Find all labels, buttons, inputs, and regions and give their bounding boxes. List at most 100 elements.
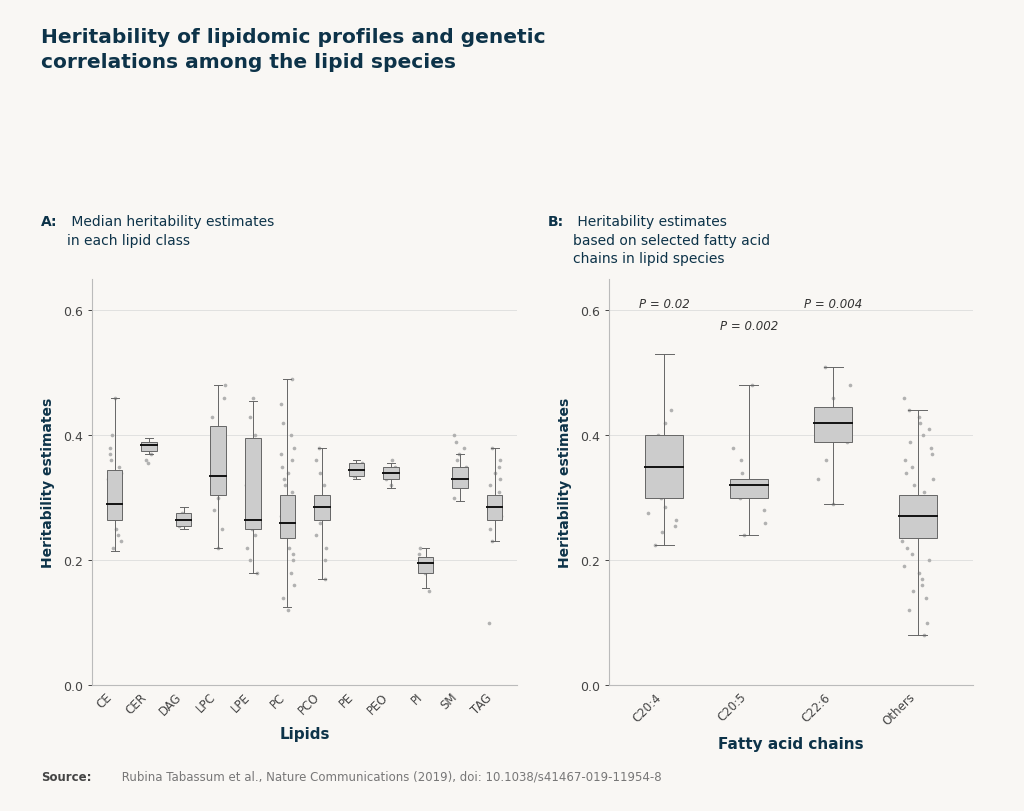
Text: Median heritability estimates
in each lipid class: Median heritability estimates in each li… [67,215,273,247]
Point [273,523,290,536]
Point [914,498,931,511]
Point [216,392,232,405]
Point [384,454,400,467]
Point [311,517,328,530]
Point [732,491,749,504]
Point [445,491,462,504]
Point [916,486,933,499]
Point [418,560,434,573]
Point [307,454,324,467]
Point [273,448,290,461]
Text: Rubina Tabassum et al., Nature Communications (2019), doi: 10.1038/s41467-019-11: Rubina Tabassum et al., Nature Communica… [118,770,662,783]
Point [915,429,932,442]
Bar [730,479,768,498]
Point [901,436,918,448]
Point [923,442,939,455]
Text: P = 0.002: P = 0.002 [720,320,778,333]
Point [492,473,508,486]
Point [212,442,228,455]
Point [488,498,505,511]
Point [113,535,129,548]
Point [490,486,507,499]
Point [318,491,335,504]
Point [493,510,509,523]
Point [912,529,929,542]
Point [102,442,119,455]
Point [211,473,227,486]
Point [245,392,261,405]
Point [276,491,293,504]
Point [490,504,507,517]
Bar [106,470,123,520]
Point [734,466,751,479]
Point [921,423,937,436]
Point [278,479,294,492]
Point [239,542,255,555]
Point [350,461,367,474]
Point [816,361,833,374]
Point [382,479,398,492]
Point [100,498,117,511]
Point [824,392,841,405]
Y-axis label: Heritability estimates: Heritability estimates [41,397,55,568]
Point [106,392,123,405]
Point [899,491,915,504]
Point [240,504,256,517]
Point [896,560,912,573]
Point [899,542,915,555]
Point [639,507,655,520]
Point [275,517,292,530]
Point [921,554,937,567]
Point [483,535,500,548]
Point [316,554,333,567]
Point [905,586,922,599]
Point [286,442,302,455]
Point [484,442,501,455]
Point [102,454,119,467]
Point [283,567,299,580]
Point [417,554,433,567]
Point [901,604,918,617]
Point [110,529,126,542]
Point [456,442,472,455]
Point [275,417,292,430]
Point [110,479,126,492]
Point [894,535,910,548]
Point [446,429,463,442]
Point [239,479,255,492]
Point [101,510,118,523]
Point [142,448,159,461]
Point [274,591,291,604]
Bar [314,495,330,520]
Point [481,616,498,629]
Point [308,529,325,542]
Point [449,454,465,467]
Point [272,398,289,411]
Point [280,604,296,617]
Point [653,491,670,504]
Point [317,542,334,555]
Point [101,504,118,517]
Point [487,466,504,479]
Point [653,526,670,539]
Point [285,529,301,542]
Point [249,567,265,580]
Point [454,479,470,492]
Point [842,380,858,393]
Point [386,461,402,474]
Point [490,461,507,474]
Bar [141,442,157,452]
Point [285,547,301,560]
Point [204,461,220,474]
Point [900,504,916,517]
Point [278,498,294,511]
Point [280,466,296,479]
Point [353,457,370,470]
Text: P = 0.004: P = 0.004 [804,298,862,311]
Point [242,442,258,455]
Point [103,429,120,442]
Text: A:: A: [41,215,57,229]
Point [247,529,263,542]
Point [924,448,940,461]
Point [113,466,129,479]
